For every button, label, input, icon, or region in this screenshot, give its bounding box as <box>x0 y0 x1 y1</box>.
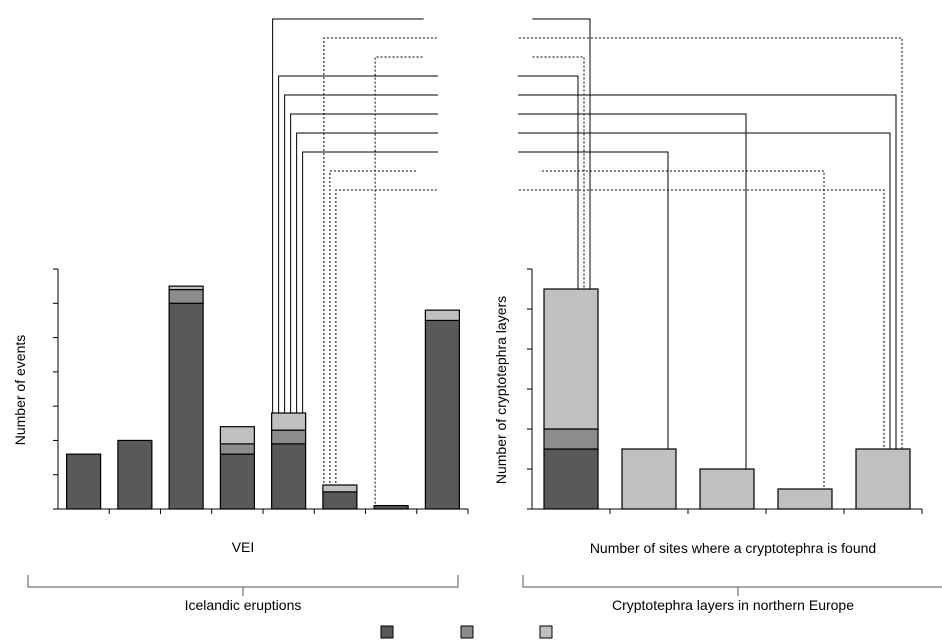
left-bar-vei-4-mixed <box>271 429 307 445</box>
right-x-axis-label: Number of sites where a cryptotephra is … <box>590 540 876 556</box>
link-label-bg <box>438 29 518 44</box>
left-group-label: Icelandic eruptions <box>185 597 302 613</box>
link-label-bg <box>416 162 540 177</box>
left-bar-unknown-silicic <box>424 309 460 322</box>
legend <box>380 625 553 639</box>
left-bar-vei-6-mafic <box>373 504 409 510</box>
right-group-label: Cryptotephra layers in northern Europe <box>612 597 854 613</box>
link-line-hekla-1693 <box>278 75 579 415</box>
left-bar-vei-2-mafic <box>168 302 204 510</box>
link-line-hekla-1104 <box>335 189 885 487</box>
right-bar-2-silicic <box>543 288 599 430</box>
link-line-hekla-1947 <box>284 94 897 449</box>
legend-swatch-silicic <box>539 625 553 639</box>
left-bar-vei-2-mixed <box>168 288 204 304</box>
link-line-hekla-1510 <box>296 132 891 449</box>
left-bar-vei-0-mafic <box>66 453 102 510</box>
link-line-vei-iv-tn-1477 <box>374 56 585 508</box>
legend-swatch-mixed <box>460 625 474 639</box>
link-label-bg <box>438 67 518 82</box>
left-bar-vei-3-mixed <box>219 443 255 455</box>
link-label-bg <box>423 10 533 25</box>
left-bar-vei-4-silicic <box>271 412 307 431</box>
left-bracket <box>27 575 459 596</box>
link-label-bg <box>438 105 518 120</box>
cryptotephra-chart: Number of cryptotephra layers Number of … <box>493 268 923 613</box>
left-bar-vei-4-mafic <box>271 443 307 510</box>
left-bar-unknown-mafic <box>424 319 460 510</box>
link-label-bg <box>438 124 518 139</box>
right-bracket <box>522 575 942 596</box>
left-bar-vei-3-mafic <box>219 453 255 510</box>
left-bar-vei-5-mafic <box>322 491 358 510</box>
right-bar-2-mafic <box>543 448 599 510</box>
left-bar-vei-1-mafic <box>117 439 153 510</box>
link-line-r-faj-kull-1362 <box>329 170 825 489</box>
link-label-bg <box>423 48 533 63</box>
left-y-axis-label: Number of events <box>12 335 28 446</box>
left-x-axis-label: VEI <box>232 539 255 555</box>
link-label-bg <box>438 181 518 196</box>
icelandic-eruptions-chart: Number of events VEI Icelandic eruptions <box>12 268 469 613</box>
legend-swatch-mafic <box>380 625 394 639</box>
link-label-bg <box>438 143 518 158</box>
link-line-hekla-1158 <box>302 151 669 449</box>
link-label-bg <box>438 86 518 101</box>
right-y-axis-label: Number of cryptotephra layers <box>493 296 509 484</box>
right-bar-2-mixed <box>543 428 599 450</box>
link-line-hekla-1845 <box>290 113 747 469</box>
left-bar-vei-2-silicic <box>168 285 204 291</box>
left-bar-vei-5-silicic <box>322 484 358 493</box>
link-line-askja-1875 <box>323 37 903 487</box>
group-brackets <box>27 575 942 596</box>
right-bar-10-to-20-silicic <box>777 488 833 510</box>
eruption-links <box>272 10 903 508</box>
right-bar-5-to-10-silicic <box>699 468 755 510</box>
right-bar-20-to-30-silicic <box>855 448 911 510</box>
right-bar-3-to-5-silicic <box>621 448 677 510</box>
left-bar-vei-3-silicic <box>219 426 255 445</box>
